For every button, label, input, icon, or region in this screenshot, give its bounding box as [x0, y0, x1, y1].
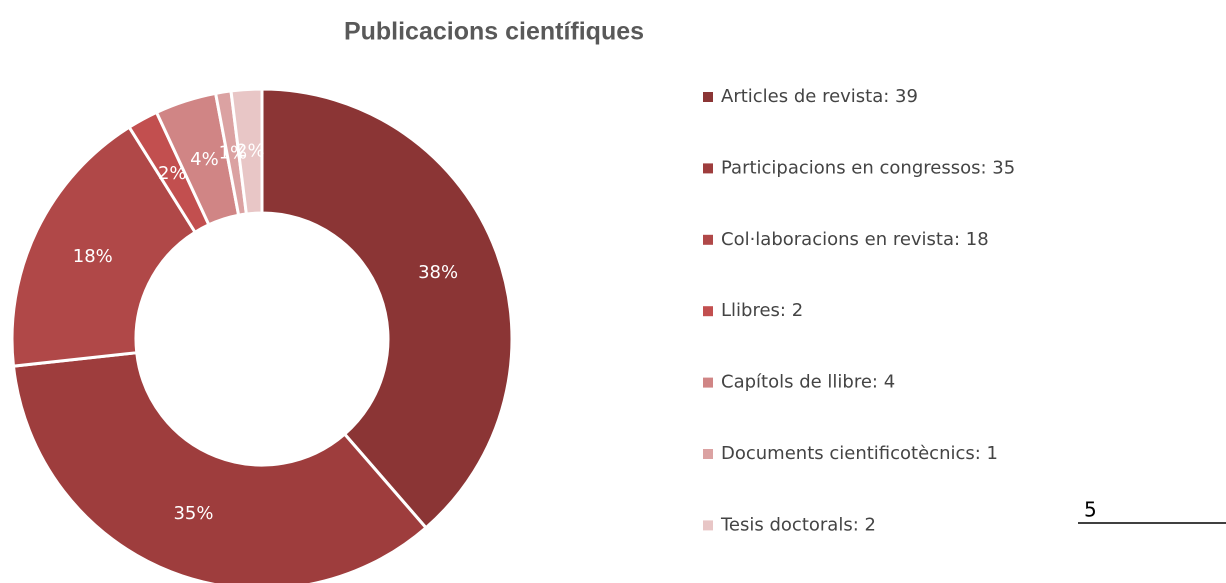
data-label: 18% — [73, 246, 113, 267]
data-label: 2% — [236, 140, 265, 161]
legend-swatch — [703, 520, 713, 531]
slice — [10, 125, 198, 368]
legend-swatch — [703, 306, 713, 317]
data-label: 38% — [418, 262, 458, 283]
legend-swatch — [703, 92, 713, 102]
legend-label: Llibres: 2 — [721, 300, 803, 321]
slice — [229, 87, 264, 216]
data-label: 2% — [158, 163, 187, 184]
data-label: 4% — [190, 149, 219, 170]
legend-swatch — [703, 377, 713, 388]
legend-label: Col·laboracions en revista: 18 — [721, 229, 989, 250]
legend-label: Capítols de llibre: 4 — [721, 372, 895, 393]
slice — [11, 351, 429, 583]
legend-label: Articles de revista: 39 — [721, 86, 918, 107]
page-number: 5 — [1084, 498, 1097, 522]
legend-swatch — [703, 234, 713, 245]
legend-swatch — [703, 449, 713, 459]
data-label: 35% — [173, 503, 213, 524]
data-label: 1% — [219, 142, 248, 163]
chart-title: Publicacions científiques — [344, 18, 644, 46]
legend-label: Participacions en congressos: 35 — [721, 157, 1015, 178]
slice — [260, 87, 514, 530]
legend-label: Documents cientificotècnics: 1 — [721, 443, 998, 464]
legend-swatch — [703, 163, 713, 174]
legend-label: Tesis doctorals: 2 — [720, 514, 876, 535]
